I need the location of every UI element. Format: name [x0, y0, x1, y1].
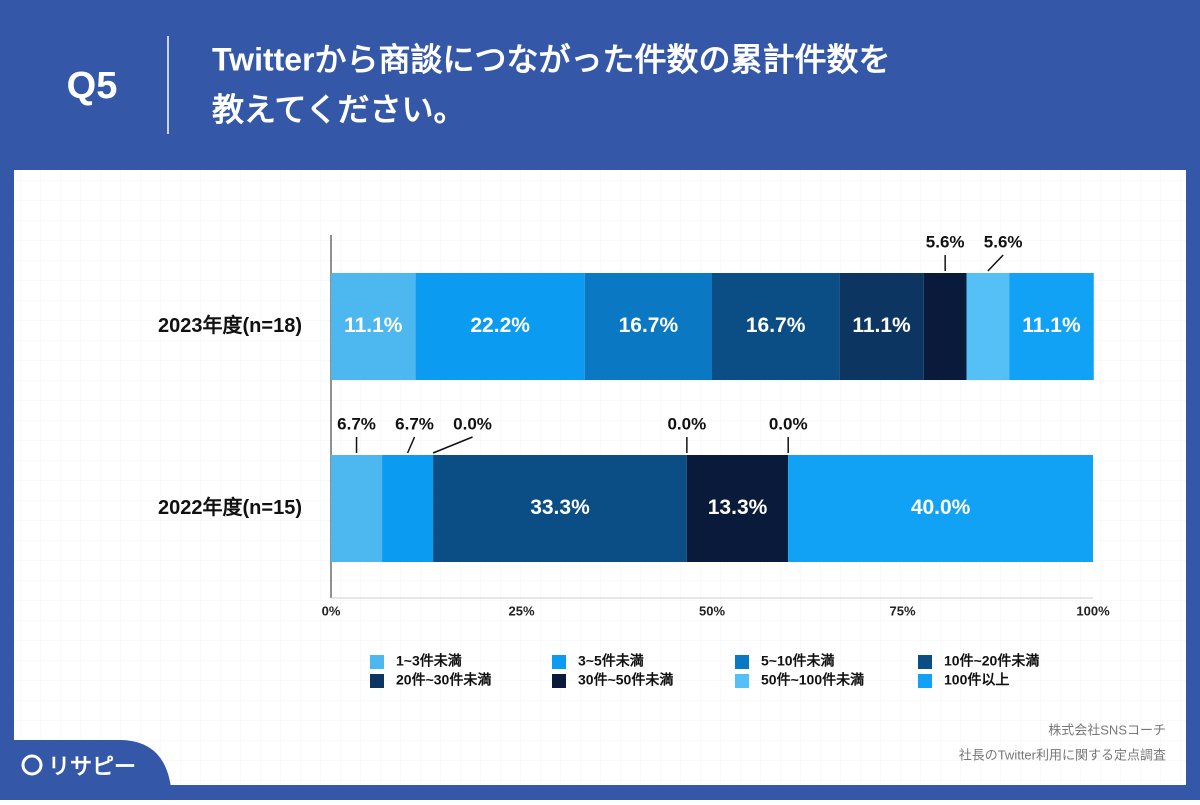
x-tick-label: 0% [322, 603, 341, 618]
bar-segment [966, 273, 1010, 380]
value-label: 11.1% [344, 314, 403, 337]
x-tick-label: 50% [699, 603, 725, 618]
bar-segment [331, 273, 416, 380]
legend-label: 1~3件未満 [396, 653, 462, 669]
chart: 0% 25% 50% 75% 100% 2023年度(n=18) 11.1% 22.2% 16.… [158, 232, 1110, 688]
value-label: 16.7% [746, 314, 806, 337]
legend-label: 20件~30件未満 [396, 672, 491, 688]
legend-label: 5~10件未満 [761, 653, 835, 669]
x-tick-label: 25% [508, 603, 534, 618]
value-label: 22.2% [470, 314, 530, 337]
source: 社長のTwitter利用に関する定点調査 [959, 747, 1166, 762]
bar-segment [788, 455, 1093, 562]
leader-line [406, 436, 416, 454]
legend-label: 30件~50件未満 [578, 672, 673, 688]
leader-line [432, 436, 473, 454]
legend-label: 50件~100件未満 [761, 672, 864, 688]
bar-segment [712, 273, 840, 380]
legend-swatch [370, 655, 384, 669]
bar-segment [686, 455, 789, 562]
value-label: 0.0% [667, 414, 706, 433]
logo-tab [0, 740, 172, 800]
logo: リサピー [48, 754, 136, 779]
value-label: 40.0% [911, 496, 971, 519]
category-label: 2023年度(n=18) [158, 313, 302, 337]
legend-label: 10件~20件未満 [944, 653, 1039, 669]
value-label: 16.7% [619, 314, 679, 337]
bar-segment [1009, 273, 1094, 380]
source: 株式会社SNSコーチ [1048, 722, 1166, 737]
value-label: 11.1% [852, 314, 911, 337]
x-tick-label: 75% [889, 603, 915, 618]
title-line: Twitterから商談につながった件数の累計件数を [212, 41, 891, 77]
legend-label: 3~5件未満 [578, 653, 644, 669]
legend-swatch [735, 655, 749, 669]
title-line: 教えてください。 [212, 91, 465, 127]
value-label: 5.6% [984, 232, 1023, 251]
value-label: 0.0% [453, 414, 492, 433]
bar-segment [923, 273, 967, 380]
value-label: 6.7% [337, 414, 376, 433]
legend-swatch [552, 655, 566, 669]
legend-swatch [735, 674, 749, 688]
legend-swatch [918, 655, 932, 669]
bar-segment [839, 273, 924, 380]
value-label: 13.3% [708, 496, 768, 519]
value-label: 5.6% [926, 232, 965, 251]
value-label: 33.3% [530, 496, 590, 519]
bar-segment [433, 455, 687, 562]
category-label: 2022年度(n=15) [158, 495, 302, 519]
question-number: Q5 [67, 65, 118, 107]
value-label: 0.0% [769, 414, 808, 433]
value-label: 6.7% [395, 414, 434, 433]
bar-segment [584, 273, 712, 380]
logo-icon [21, 754, 43, 776]
legend-swatch [918, 674, 932, 688]
legend-label: 100件以上 [944, 672, 1009, 688]
bar-segment [415, 273, 585, 380]
bar-segment [382, 455, 434, 562]
bar-segment [331, 455, 383, 562]
x-tick-label: 100% [1076, 603, 1110, 618]
leader-line [987, 254, 1004, 272]
legend-swatch [370, 674, 384, 688]
value-label: 11.1% [1022, 314, 1081, 337]
legend-swatch [552, 674, 566, 688]
